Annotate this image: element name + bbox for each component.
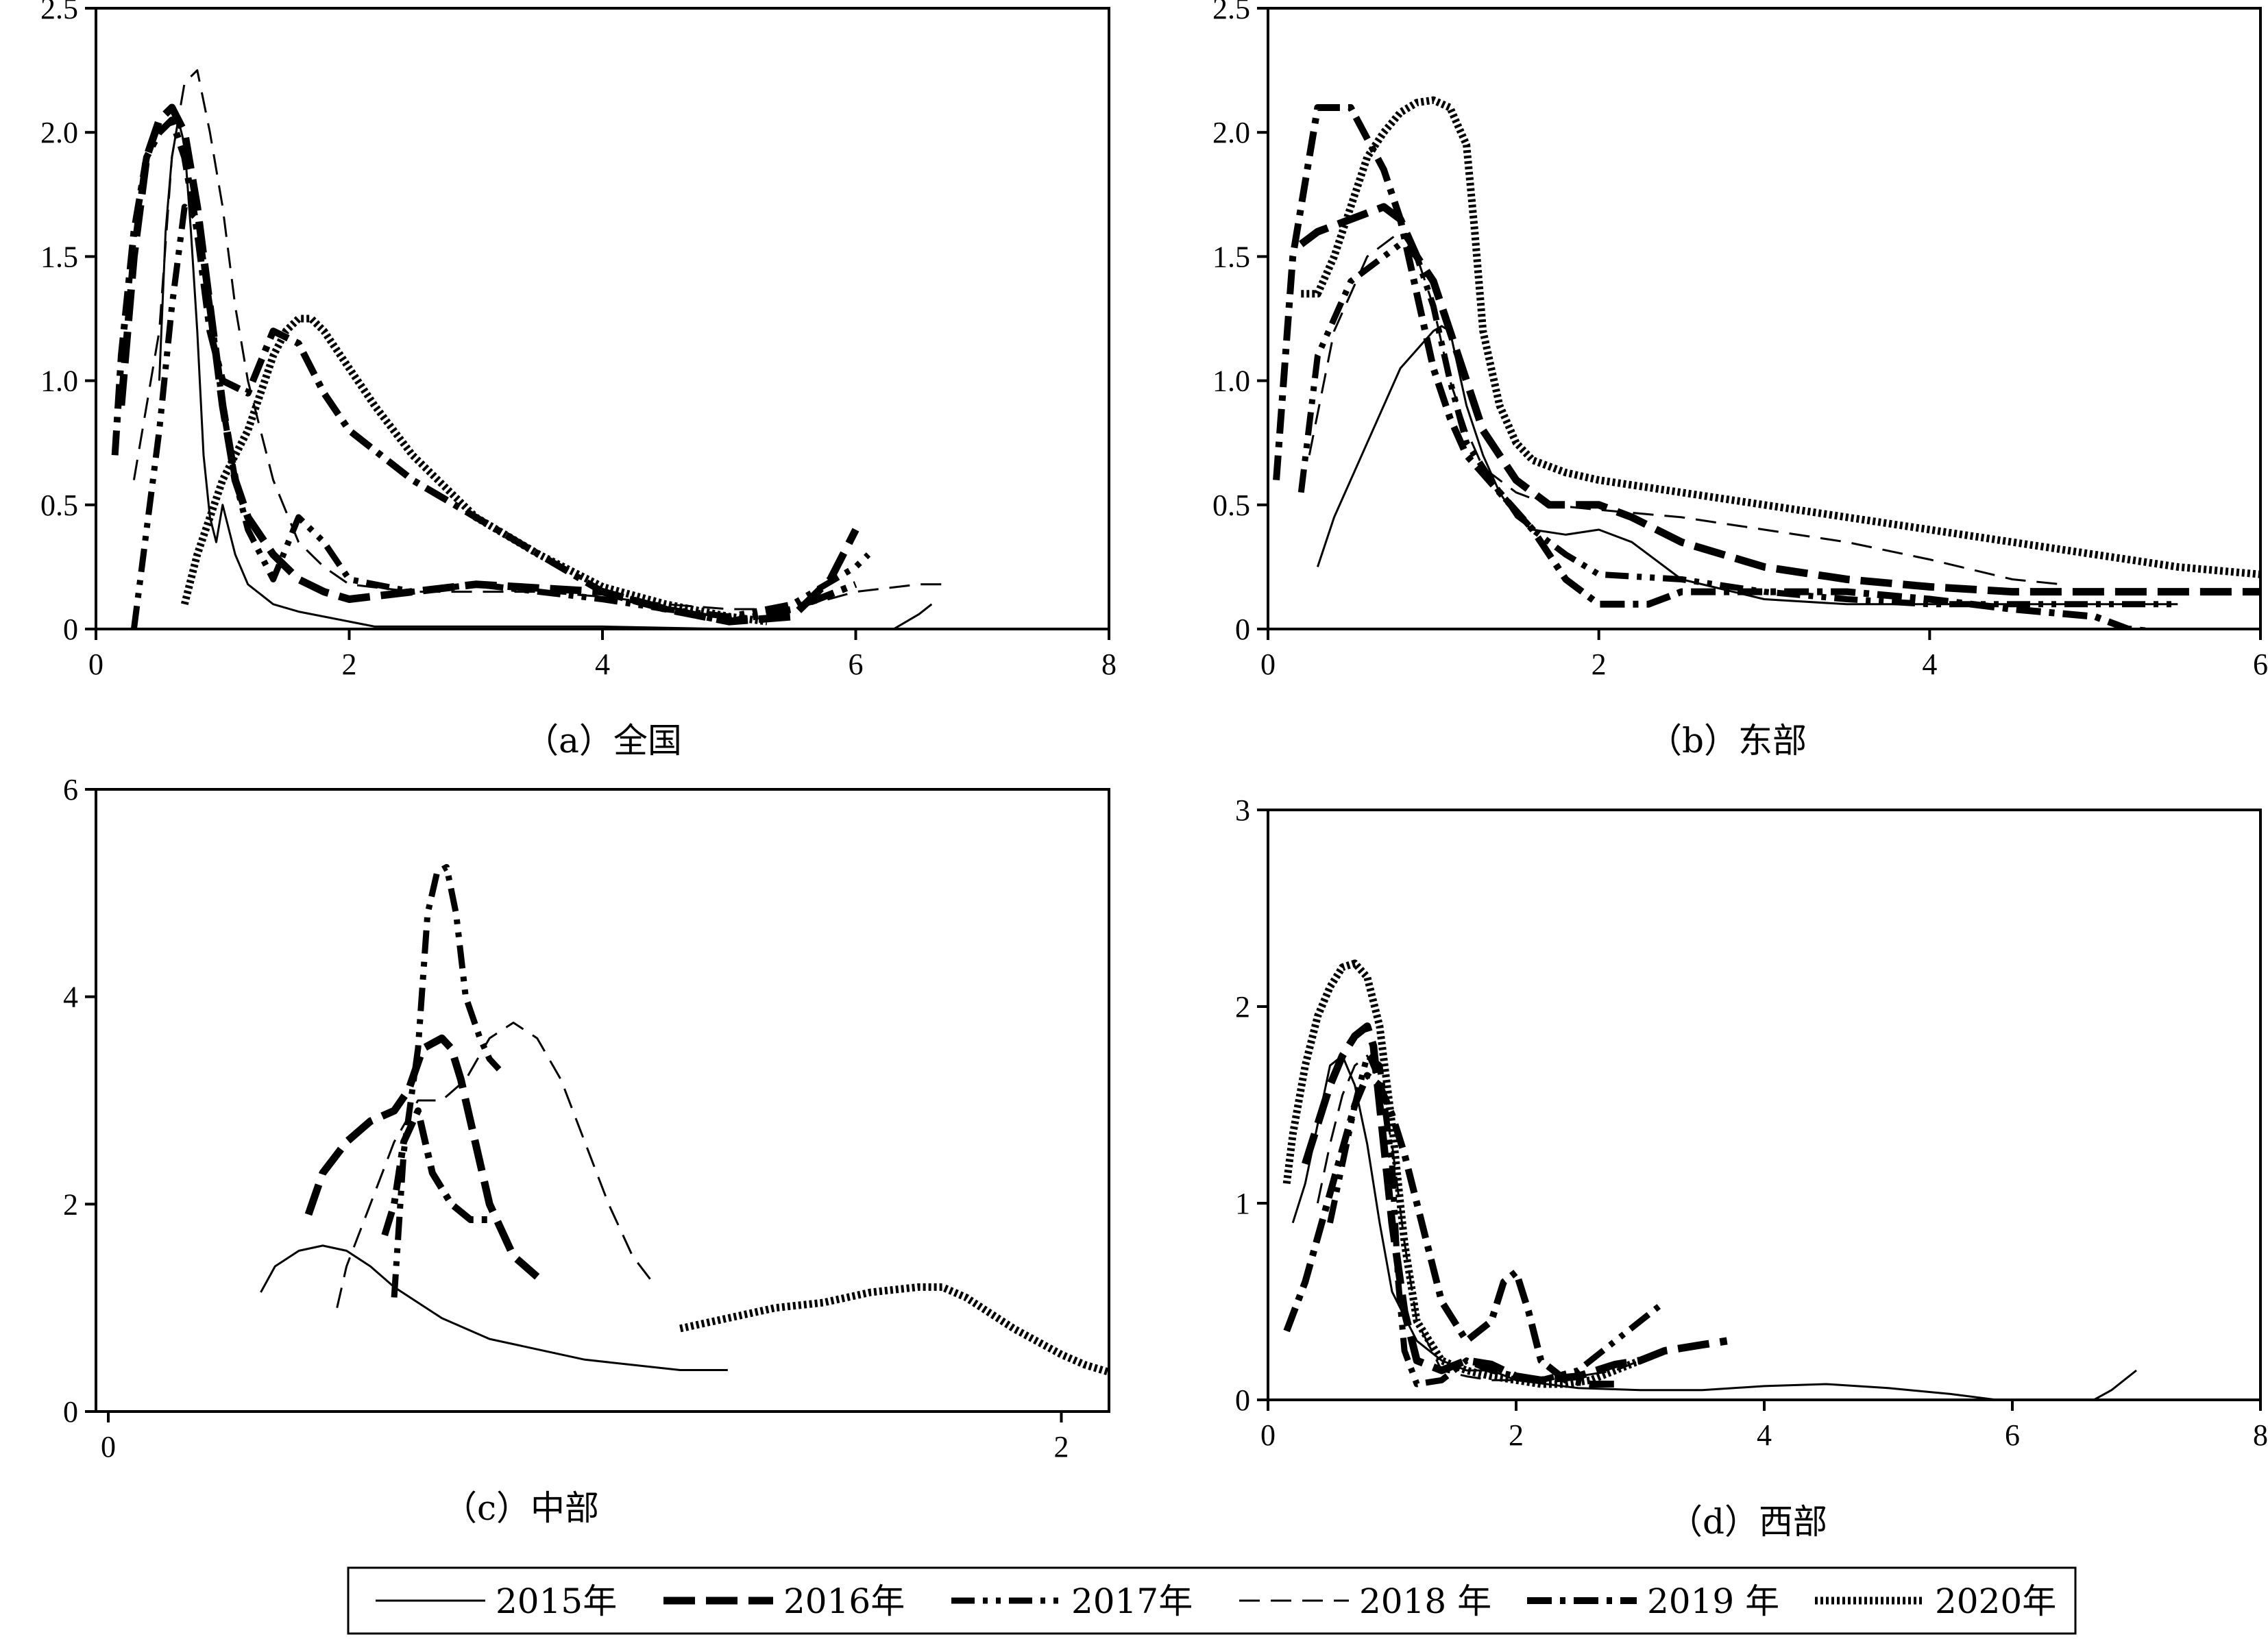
plot-frame — [1267, 7, 2262, 630]
x-tick-label: 6 — [849, 648, 864, 681]
series-group — [111, 69, 944, 629]
panel-caption: （a）全国 — [524, 721, 682, 761]
x-tick-label: 2 — [1592, 648, 1607, 681]
series-line-2019年 — [1273, 104, 2163, 629]
series-line-2015年 — [260, 1244, 728, 1371]
x-tick-label: 6 — [2005, 1418, 2020, 1452]
y-tick-label: 1.0 — [1212, 365, 1250, 398]
series-line-2019年 — [111, 116, 857, 626]
x-tick-label: 2 — [342, 648, 357, 681]
legend-box — [347, 1566, 2077, 1635]
series-line-2018年 — [336, 1022, 657, 1309]
panels: 0 0.5 1.0 1.5 2.0 2.5 0 2 4 6 8 （a）全国 0 0.5 1.0 1.5 2.0 2… — [40, 0, 2268, 1542]
series-line-2018年 — [132, 69, 944, 611]
series-line-2018年 — [1308, 230, 2062, 586]
series-group — [1282, 959, 2137, 1400]
series-line-2020年 — [1282, 959, 1642, 1388]
panel-caption: （c）中部 — [443, 1488, 599, 1528]
series-group — [1273, 96, 2260, 629]
x-tick-label: 4 — [1922, 648, 1937, 681]
x-tick-label: 4 — [595, 648, 610, 681]
y-tick-label: 1 — [1235, 1187, 1250, 1220]
x-tick-label: 0 — [101, 1430, 116, 1464]
series-line-2015年 — [1291, 1055, 2137, 1400]
y-tick-label: 2 — [63, 1187, 78, 1221]
y-tick-label: 1.5 — [1212, 240, 1250, 273]
series-group — [260, 864, 1109, 1376]
y-tick-label: 0.5 — [1212, 489, 1250, 522]
y-tick-label: 0 — [1235, 1383, 1250, 1417]
x-tick-label: 0 — [1260, 648, 1276, 681]
plot-frame — [1267, 809, 2262, 1401]
legend-label: 2018 年 — [1359, 1581, 1491, 1621]
series-line-2016年 — [1298, 203, 2260, 596]
y-tick-label: 0 — [1235, 613, 1250, 646]
legend-label: 2015年 — [496, 1581, 617, 1621]
y-tick-label: 4 — [63, 981, 78, 1014]
series-line-2016年 — [304, 1034, 540, 1280]
x-tick-label: 0 — [88, 648, 103, 681]
y-tick-label: 2.5 — [40, 0, 78, 25]
series-line-2020年 — [180, 315, 768, 626]
y-tick-label: 2.0 — [1212, 116, 1250, 149]
x-tick-label: 8 — [1101, 648, 1117, 681]
panel-caption: （d）西部 — [1668, 1502, 1827, 1542]
series-line-2020年 — [1301, 96, 2260, 578]
series-line-2016年 — [117, 103, 859, 626]
legend-label: 2019 年 — [1647, 1581, 1779, 1621]
x-tick-label: 4 — [1757, 1418, 1772, 1452]
series-line-2019年 — [1283, 1072, 1615, 1388]
legend: 2015年 2016年 2017年 2018 年 2019 年 2020年 — [347, 1566, 2077, 1635]
y-tick-label: 0.5 — [40, 489, 78, 522]
legend-label: 2020年 — [1935, 1581, 2056, 1621]
x-tick-label: 8 — [2253, 1418, 2268, 1452]
x-tick-label: 6 — [2253, 648, 2268, 681]
legend-label: 2017年 — [1071, 1581, 1193, 1621]
panel-caption: （b）东部 — [1648, 721, 1807, 761]
legend-label: 2016年 — [783, 1581, 905, 1621]
series-line-2019年 — [381, 1107, 490, 1237]
x-tick-label: 0 — [1260, 1418, 1276, 1452]
y-tick-label: 0 — [63, 1395, 78, 1429]
panel-1: 0 0.5 1.0 1.5 2.0 2.5 0 2 4 6 （b）东部 — [1212, 0, 2268, 761]
y-tick-label: 2.0 — [40, 116, 78, 149]
series-line-2020年 — [679, 1283, 1109, 1376]
y-tick-label: 0 — [63, 613, 78, 646]
panel-3: 0 1 2 3 0 2 4 6 8 （d）西部 — [1235, 793, 2268, 1542]
series-line-2016年 — [1302, 1022, 1728, 1384]
series-line-2017年 — [130, 204, 871, 629]
x-tick-label: 2 — [1053, 1430, 1069, 1464]
panel-2: 0 2 4 6 0 2 （c）中部 — [63, 773, 1110, 1528]
plot-frame — [95, 788, 1110, 1413]
panel-0: 0 0.5 1.0 1.5 2.0 2.5 0 2 4 6 8 （a）全国 — [40, 0, 1117, 761]
y-tick-label: 2 — [1235, 990, 1250, 1024]
series-line-2017年 — [391, 864, 502, 1298]
y-tick-label: 1.0 — [40, 365, 78, 398]
y-tick-label: 6 — [63, 773, 78, 806]
y-tick-label: 1.5 — [40, 240, 78, 273]
series-line-2017年 — [1327, 1052, 1667, 1388]
y-tick-label: 3 — [1235, 793, 1250, 827]
x-tick-label: 2 — [1509, 1418, 1524, 1452]
y-tick-label: 2.5 — [1212, 0, 1250, 25]
